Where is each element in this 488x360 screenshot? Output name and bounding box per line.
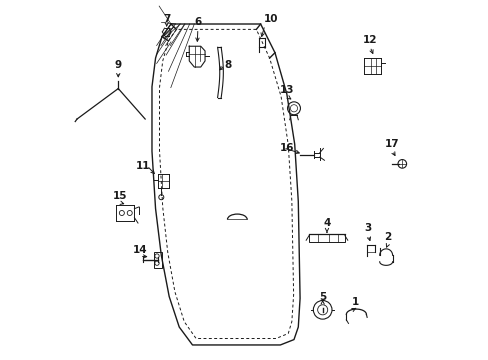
Text: 14: 14 [132, 245, 147, 255]
Text: 6: 6 [194, 17, 201, 27]
Text: 3: 3 [364, 224, 371, 233]
Bar [154, 252, 162, 267]
Text: 2: 2 [384, 232, 391, 242]
Text: 8: 8 [224, 60, 231, 70]
Text: 5: 5 [318, 292, 325, 302]
Text: 16: 16 [279, 143, 293, 153]
Text: 11: 11 [136, 161, 150, 171]
Text: 17: 17 [384, 139, 399, 149]
Text: 15: 15 [112, 191, 127, 201]
Bar [308, 234, 344, 242]
Text: 10: 10 [264, 14, 278, 24]
Text: 7: 7 [163, 14, 170, 24]
Text: 9: 9 [115, 60, 122, 70]
Text: 1: 1 [351, 297, 359, 307]
Text: 4: 4 [323, 218, 330, 228]
Text: 12: 12 [362, 35, 377, 45]
Text: 13: 13 [280, 85, 294, 95]
